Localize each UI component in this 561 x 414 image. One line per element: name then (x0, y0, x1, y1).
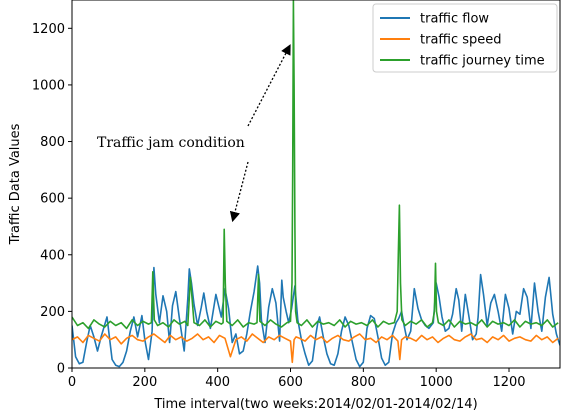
annotation-arrow-low (229, 161, 249, 223)
x-tick-label: 800 (351, 375, 376, 390)
y-tick-label: 0 (57, 362, 65, 377)
annotation: Traffic jam condition (97, 44, 291, 223)
x-tick-label: 1200 (492, 375, 525, 390)
x-tick-label: 200 (132, 375, 157, 390)
x-tick-label: 400 (205, 375, 230, 390)
x-axis: 0 200 400 600 800 1000 1200 (68, 368, 526, 390)
series-line-traffic-journey-time (72, 0, 559, 330)
y-tick-label: 200 (40, 305, 65, 320)
x-tick-label: 600 (278, 375, 303, 390)
annotation-arrow-high (247, 44, 291, 127)
legend: traffic flow traffic speed traffic journey… (372, 3, 558, 73)
x-tick-label: 0 (68, 375, 76, 390)
x-tick-label: 1000 (420, 375, 453, 390)
series-layer (72, 0, 560, 368)
x-axis-label: Time interval(two weeks:2014/02/01-2014/… (153, 397, 477, 412)
y-tick-label: 400 (40, 248, 65, 263)
y-tick-label: 600 (40, 192, 65, 207)
legend-label: traffic speed (420, 33, 502, 48)
y-axis: 0 200 400 600 800 1000 1200 (32, 22, 72, 377)
y-tick-label: 1200 (32, 22, 65, 37)
y-tick-label: 1000 (32, 78, 65, 93)
series-line-traffic-flow (72, 265, 560, 368)
legend-box (372, 3, 558, 73)
legend-label: traffic journey time (420, 54, 545, 69)
plot-frame (71, 0, 561, 369)
y-tick-label: 800 (40, 135, 65, 150)
legend-label: traffic flow (420, 12, 489, 27)
annotation-text: Traffic jam condition (97, 135, 245, 151)
y-axis-label: Traffic Data Values (8, 123, 23, 245)
series-line-traffic-speed (72, 333, 559, 364)
